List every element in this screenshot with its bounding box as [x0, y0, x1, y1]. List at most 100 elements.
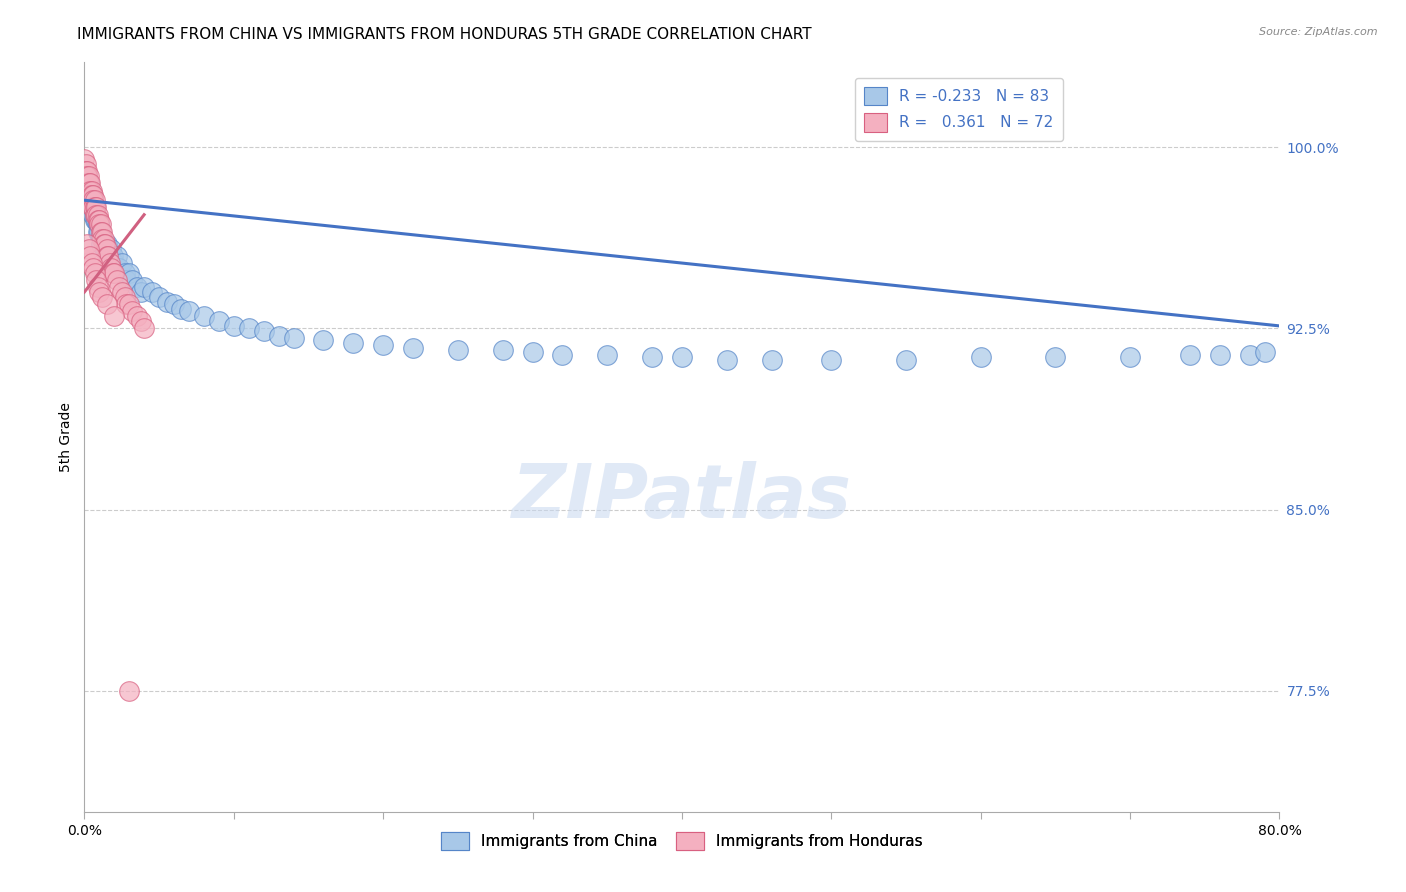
- Point: [79, 193, 101, 207]
- Point: [86, 208, 108, 222]
- Point: [89, 285, 111, 299]
- Point: [80, 188, 103, 202]
- Point: [89, 225, 111, 239]
- Point: [79, 184, 101, 198]
- Point: [492, 343, 515, 357]
- Point: [82, 193, 104, 207]
- Point: [76, 169, 98, 183]
- Y-axis label: 5th Grade: 5th Grade: [59, 402, 73, 472]
- Point: [75, 169, 97, 183]
- Point: [163, 297, 186, 311]
- Point: [77, 242, 100, 256]
- Point: [107, 260, 129, 275]
- Point: [83, 212, 105, 227]
- Point: [111, 285, 134, 299]
- Point: [77, 176, 100, 190]
- Point: [970, 351, 993, 365]
- Point: [101, 266, 124, 280]
- Point: [80, 193, 103, 207]
- Point: [103, 266, 125, 280]
- Point: [82, 260, 104, 275]
- Point: [551, 348, 574, 362]
- Point: [93, 232, 115, 246]
- Point: [86, 208, 108, 222]
- Point: [522, 345, 544, 359]
- Point: [94, 236, 117, 251]
- Point: [73, 152, 96, 166]
- Point: [447, 343, 470, 357]
- Point: [82, 208, 104, 222]
- Point: [115, 297, 138, 311]
- Point: [1119, 351, 1142, 365]
- Point: [97, 249, 120, 263]
- Point: [402, 341, 425, 355]
- Point: [342, 335, 364, 350]
- Point: [118, 684, 141, 698]
- Point: [100, 260, 122, 275]
- Point: [77, 184, 100, 198]
- Point: [77, 176, 100, 190]
- Point: [1239, 348, 1261, 362]
- Point: [89, 218, 111, 232]
- Point: [75, 176, 97, 190]
- Point: [1209, 348, 1232, 362]
- Point: [125, 280, 148, 294]
- Point: [716, 352, 738, 367]
- Point: [77, 184, 100, 198]
- Point: [596, 348, 619, 362]
- Point: [91, 290, 114, 304]
- Point: [79, 193, 101, 207]
- Text: ZIPatlas: ZIPatlas: [512, 460, 852, 533]
- Point: [90, 225, 112, 239]
- Text: IMMIGRANTS FROM CHINA VS IMMIGRANTS FROM HONDURAS 5TH GRADE CORRELATION CHART: IMMIGRANTS FROM CHINA VS IMMIGRANTS FROM…: [77, 27, 811, 42]
- Point: [93, 236, 115, 251]
- Point: [98, 249, 121, 263]
- Point: [82, 193, 104, 207]
- Point: [103, 310, 125, 324]
- Point: [79, 176, 101, 190]
- Point: [121, 273, 143, 287]
- Point: [79, 184, 101, 198]
- Point: [125, 310, 148, 324]
- Point: [820, 352, 842, 367]
- Point: [77, 188, 100, 202]
- Point: [91, 232, 114, 246]
- Text: Source: ZipAtlas.com: Source: ZipAtlas.com: [1260, 27, 1378, 37]
- Point: [121, 304, 143, 318]
- Point: [98, 256, 121, 270]
- Point: [83, 201, 105, 215]
- Point: [141, 285, 163, 299]
- Point: [80, 201, 103, 215]
- Point: [222, 318, 245, 333]
- Point: [114, 290, 136, 304]
- Point: [1178, 348, 1201, 362]
- Point: [83, 208, 105, 222]
- Point: [93, 236, 115, 251]
- Point: [80, 256, 103, 270]
- Point: [253, 324, 276, 338]
- Point: [75, 157, 97, 171]
- Point: [129, 314, 152, 328]
- Point: [75, 169, 97, 183]
- Point: [894, 352, 917, 367]
- Point: [76, 164, 98, 178]
- Point: [107, 280, 129, 294]
- Point: [83, 208, 105, 222]
- Point: [641, 351, 664, 365]
- Point: [1045, 351, 1067, 365]
- Point: [132, 280, 156, 294]
- Point: [96, 249, 118, 263]
- Point: [79, 188, 101, 202]
- Point: [82, 188, 104, 202]
- Point: [96, 242, 118, 256]
- Point: [89, 212, 111, 227]
- Point: [83, 201, 105, 215]
- Point: [76, 184, 98, 198]
- Point: [193, 310, 215, 324]
- Point: [90, 236, 112, 251]
- Point: [671, 351, 693, 365]
- Point: [761, 352, 783, 367]
- Point: [76, 236, 98, 251]
- Point: [87, 212, 110, 227]
- Point: [83, 266, 105, 280]
